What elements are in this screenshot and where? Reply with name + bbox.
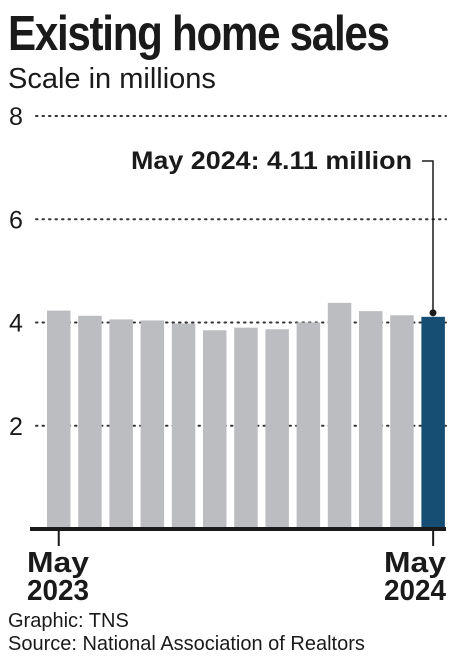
y-tick-label: 2 <box>9 413 23 441</box>
y-tick-labels: 2 4 6 8 <box>9 103 23 441</box>
bar-apr-2024 <box>390 315 414 529</box>
y-tick-label: 6 <box>9 206 23 234</box>
bar-feb-2024 <box>327 302 352 529</box>
annotation-dot <box>429 309 437 317</box>
bar-aug-2023 <box>140 320 165 529</box>
bar-oct-2023 <box>203 330 227 529</box>
y-tick-label: 4 <box>9 310 23 338</box>
x-label-start-year: 2023 <box>27 575 89 607</box>
bars <box>47 302 445 529</box>
x-label-end-month: May <box>384 547 446 579</box>
bar-may-2024 <box>421 316 445 529</box>
baseline <box>30 527 446 546</box>
bar-may-2023 <box>47 310 71 529</box>
chart-title: Existing home sales <box>8 7 390 61</box>
x-label-start-month: May <box>27 547 89 579</box>
x-label-end-year: 2024 <box>384 575 446 607</box>
bar-jan-2024 <box>296 322 321 529</box>
bar-jul-2023 <box>109 319 133 529</box>
bar-mar-2024 <box>359 311 383 529</box>
graphic-credit: Graphic: TNS <box>8 610 129 632</box>
annotation-label: May 2024: 4.11 million <box>131 147 412 175</box>
annotation-leader-line <box>422 160 434 314</box>
bar-jun-2023 <box>78 315 102 529</box>
bar-nov-2023 <box>234 327 258 529</box>
annotation: May 2024: 4.11 million <box>131 147 437 317</box>
bar-sep-2023 <box>171 323 196 529</box>
y-tick-label: 8 <box>9 103 23 131</box>
source-credit: Source: National Association of Realtors <box>8 633 365 655</box>
chart-subtitle: Scale in millions <box>8 63 216 95</box>
bar-dec-2023 <box>265 329 289 529</box>
